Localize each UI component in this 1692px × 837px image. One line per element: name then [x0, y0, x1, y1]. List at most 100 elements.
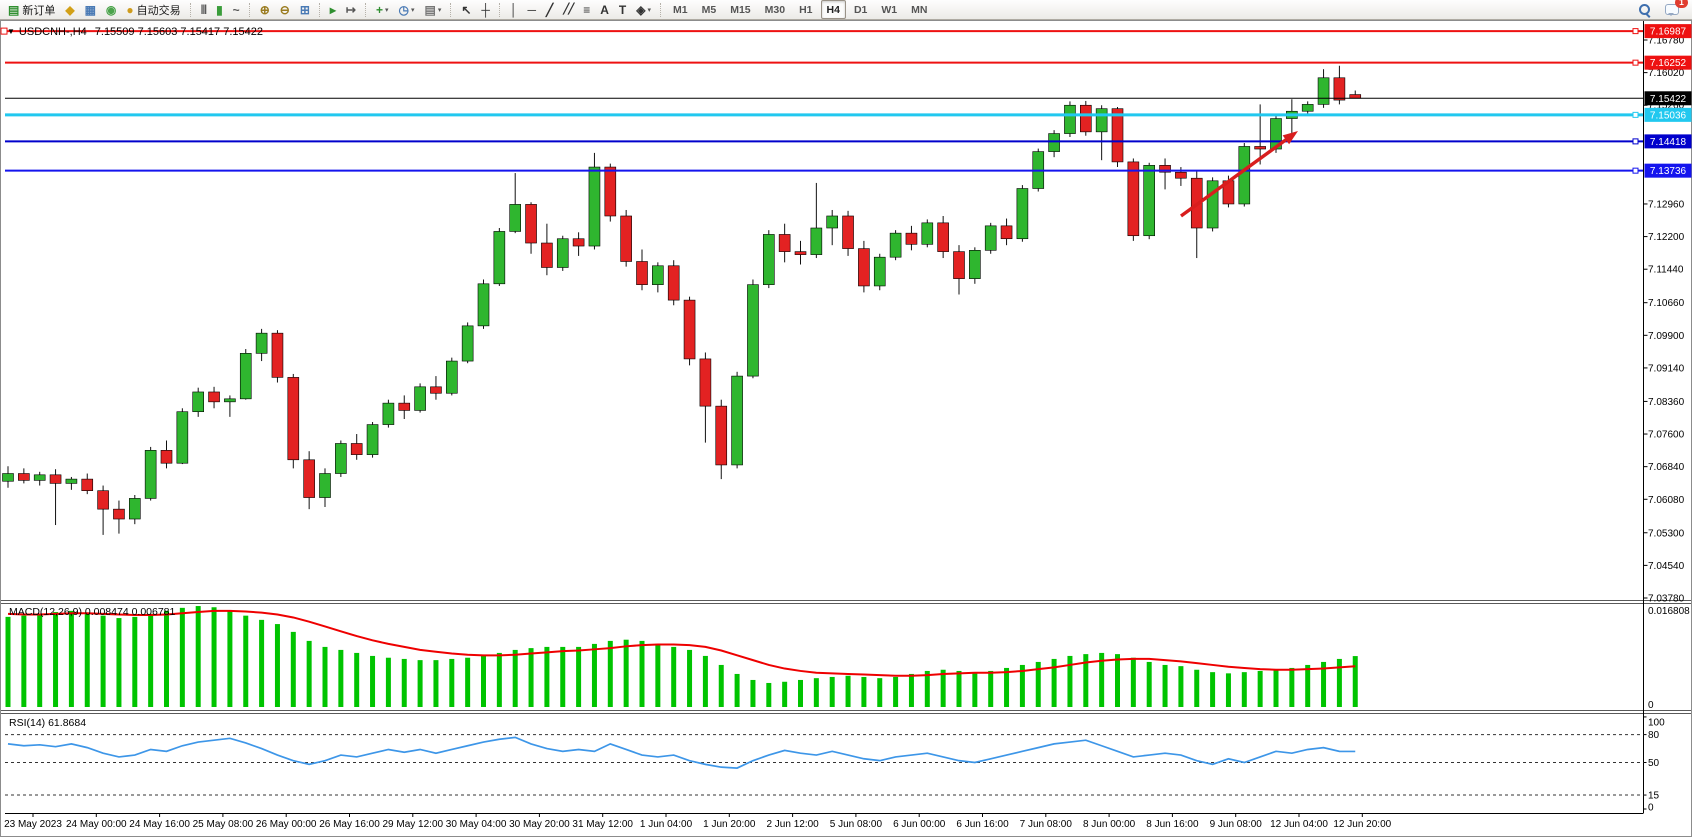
- arrows-button[interactable]: ◈ ▾: [632, 0, 655, 19]
- candle: [366, 424, 379, 455]
- candle: [1127, 161, 1140, 237]
- timeframe-w1-button[interactable]: W1: [881, 3, 898, 16]
- timeframe-m30-button[interactable]: M30: [764, 3, 786, 16]
- timeframe-mn-button[interactable]: MN: [911, 3, 928, 16]
- line-handle[interactable]: [1632, 59, 1639, 66]
- new-order-button[interactable]: ▤ 新订单: [4, 0, 59, 19]
- bar-chart-mode-button[interactable]: |||: [197, 0, 210, 19]
- tile-windows-button[interactable]: ⊞: [296, 0, 314, 19]
- line-handle[interactable]: [1632, 167, 1639, 174]
- vertical-line-button[interactable]: │: [506, 0, 522, 19]
- chevron-down-icon[interactable]: ▾: [647, 6, 652, 14]
- toolbar-right: 1: [1634, 0, 1688, 19]
- periods-button[interactable]: ◷ ▾: [395, 0, 419, 19]
- svg-text:26 May 16:00: 26 May 16:00: [319, 819, 380, 830]
- candle: [414, 386, 426, 411]
- candle: [858, 248, 870, 287]
- macd-histogram-bar: [385, 657, 391, 707]
- timeframe-m15-button[interactable]: M15: [730, 3, 751, 16]
- trendline-button[interactable]: ╱: [542, 0, 557, 19]
- timeframe-d1-button[interactable]: D1: [853, 3, 868, 16]
- svg-text:7.04540: 7.04540: [1648, 561, 1685, 572]
- candle: [65, 478, 78, 484]
- autotrading-icon: ●: [126, 2, 134, 17]
- indicators-button[interactable]: + ▾: [372, 0, 393, 19]
- horizontal-line-button[interactable]: ─: [523, 0, 540, 19]
- macd-histogram-bar: [576, 646, 582, 707]
- line-chart-mode-button[interactable]: ~: [229, 0, 244, 19]
- chevron-down-icon[interactable]: ▾: [384, 6, 389, 14]
- cursor-button[interactable]: ↖: [457, 0, 475, 19]
- macd-histogram-bar: [370, 655, 376, 707]
- svg-text:7.15036: 7.15036: [1650, 110, 1687, 121]
- trend-arrow[interactable]: [1180, 131, 1298, 218]
- macd-histogram-bar: [195, 606, 201, 707]
- equidistant-channel-button[interactable]: ╱╱: [559, 0, 577, 19]
- data-window-button[interactable]: ▦: [81, 0, 100, 19]
- macd-histogram-bar: [53, 612, 59, 707]
- chevron-down-icon[interactable]: ▾: [410, 6, 415, 14]
- toolbar-separator: [364, 2, 367, 17]
- timeframe-h4-button[interactable]: H4: [820, 0, 846, 19]
- candle: [224, 398, 236, 403]
- candle: [747, 284, 759, 377]
- profiles-button[interactable]: ◆: [61, 0, 78, 19]
- candle: [683, 299, 696, 360]
- text-label-button[interactable]: T: [615, 0, 630, 19]
- line-handle[interactable]: [1632, 111, 1639, 118]
- crosshair-button[interactable]: ┼: [477, 0, 494, 19]
- candle: [1159, 165, 1171, 173]
- macd-histogram-bar: [988, 670, 994, 707]
- search-icon[interactable]: [1635, 0, 1654, 19]
- macd-signal-line: [7, 609, 1356, 677]
- chart-shift-button[interactable]: ↦: [342, 0, 360, 19]
- text-button[interactable]: A: [596, 0, 613, 19]
- macd-histogram-bar: [1336, 658, 1342, 707]
- autotrading-button[interactable]: ● 自动交易: [122, 0, 184, 19]
- price-axis-ticks: 7.16780 7.16020 7.15260 7.12960 7.12200 7.114…: [1643, 36, 1685, 605]
- timeframe-h1-button[interactable]: H1: [799, 3, 813, 16]
- line-handle[interactable]: [0, 27, 8, 35]
- macd-histogram-bar: [750, 679, 756, 707]
- svg-text:7.16780: 7.16780: [1648, 36, 1685, 47]
- candle: [984, 225, 997, 251]
- auto-scroll-button[interactable]: ▸: [326, 0, 340, 19]
- macd-histogram-bar: [211, 607, 217, 707]
- notifications-icon[interactable]: 1: [1661, 0, 1688, 19]
- price-badge: 7.16987: [1644, 24, 1692, 39]
- candle: [921, 222, 934, 245]
- candle: [1333, 77, 1346, 101]
- candle: [81, 478, 94, 491]
- toolbar-separator: [450, 2, 452, 17]
- line-handle[interactable]: [1632, 138, 1639, 145]
- macd-histogram-bar: [591, 643, 597, 707]
- templates-button[interactable]: ▤ ▾: [421, 0, 446, 19]
- line-handle[interactable]: [1632, 28, 1639, 35]
- svg-text:8 Jun 16:00: 8 Jun 16:00: [1146, 819, 1199, 830]
- candle: [1301, 104, 1314, 112]
- macd-histogram-bar: [179, 607, 185, 707]
- zoom-out-icon: ⊖: [279, 2, 290, 17]
- svg-text:8 Jun 00:00: 8 Jun 00:00: [1083, 819, 1136, 830]
- chevron-down-icon[interactable]: ▾: [437, 6, 442, 14]
- zoom-out-button[interactable]: ⊖: [276, 0, 294, 19]
- candlestick-mode-icon: ▮: [216, 2, 223, 17]
- timeframe-m1-button[interactable]: M1: [673, 3, 688, 16]
- candle: [873, 256, 886, 287]
- macd-histogram-bar: [782, 681, 788, 707]
- macd-histogram-bar: [338, 649, 344, 707]
- zoom-in-button[interactable]: ⊕: [256, 0, 274, 19]
- equidistant-channel-icon: ╱╱: [563, 3, 574, 15]
- macd-histogram-bar: [687, 649, 693, 707]
- signals-button[interactable]: ◉: [102, 0, 120, 19]
- templates-icon: ▤: [424, 2, 436, 17]
- macd-histogram-bar: [956, 670, 962, 707]
- candle: [382, 402, 395, 425]
- svg-text:30 May 04:00: 30 May 04:00: [446, 819, 507, 830]
- timeframe-m5-button[interactable]: M5: [701, 3, 717, 16]
- fibonacci-button[interactable]: ≡: [579, 0, 594, 19]
- macd-histogram-bar: [433, 660, 439, 707]
- candlestick-mode-button[interactable]: ▮: [212, 0, 227, 19]
